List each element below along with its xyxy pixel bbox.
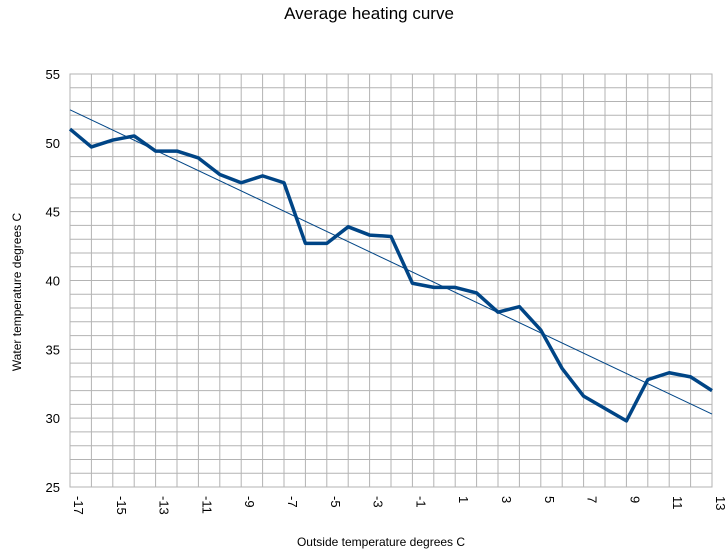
x-tick-label: -13 bbox=[157, 496, 172, 515]
x-tick-label: -9 bbox=[242, 496, 257, 508]
x-tick-label: 1 bbox=[456, 496, 471, 503]
heating-curve-line bbox=[68, 127, 713, 423]
x-tick-label: 13 bbox=[713, 496, 728, 510]
x-tick-label: 9 bbox=[627, 496, 642, 503]
y-tick-label: 35 bbox=[46, 342, 60, 357]
y-tick-labels: 25 30 35 40 45 50 55 bbox=[46, 67, 60, 495]
plot-frame bbox=[69, 73, 713, 488]
y-axis-label: Water temperature degrees C bbox=[10, 213, 24, 372]
x-tick-label: -7 bbox=[285, 496, 300, 508]
x-tick-label: -3 bbox=[371, 496, 386, 508]
y-tick-label: 45 bbox=[46, 205, 60, 220]
y-tick-label: 55 bbox=[46, 67, 60, 82]
x-tick-label: -17 bbox=[71, 496, 86, 515]
x-axis-label: Outside temperature degrees C bbox=[297, 535, 465, 549]
series-group bbox=[68, 109, 713, 423]
y-tick-label: 50 bbox=[46, 136, 60, 151]
x-tick-label: 5 bbox=[542, 496, 557, 503]
x-tick-label: -11 bbox=[199, 496, 214, 514]
x-tick-label: 3 bbox=[499, 496, 514, 503]
y-tick-label: 30 bbox=[46, 411, 60, 426]
chart-title: Average heating curve bbox=[284, 4, 454, 23]
y-tick-label: 25 bbox=[46, 480, 60, 495]
x-tick-label: 7 bbox=[585, 496, 600, 503]
x-tick-labels: -17 -15 -13 -11 -9 -7 -5 -3 -1 1 3 5 7 9 11 13 bbox=[71, 496, 728, 515]
x-tick-label: -5 bbox=[328, 496, 343, 508]
y-tick-label: 40 bbox=[46, 274, 60, 289]
x-tick-label: 11 bbox=[670, 496, 685, 510]
x-tick-label: -1 bbox=[413, 496, 428, 508]
x-tick-label: -15 bbox=[114, 496, 129, 515]
grid bbox=[69, 73, 713, 488]
trend-line bbox=[69, 109, 713, 415]
